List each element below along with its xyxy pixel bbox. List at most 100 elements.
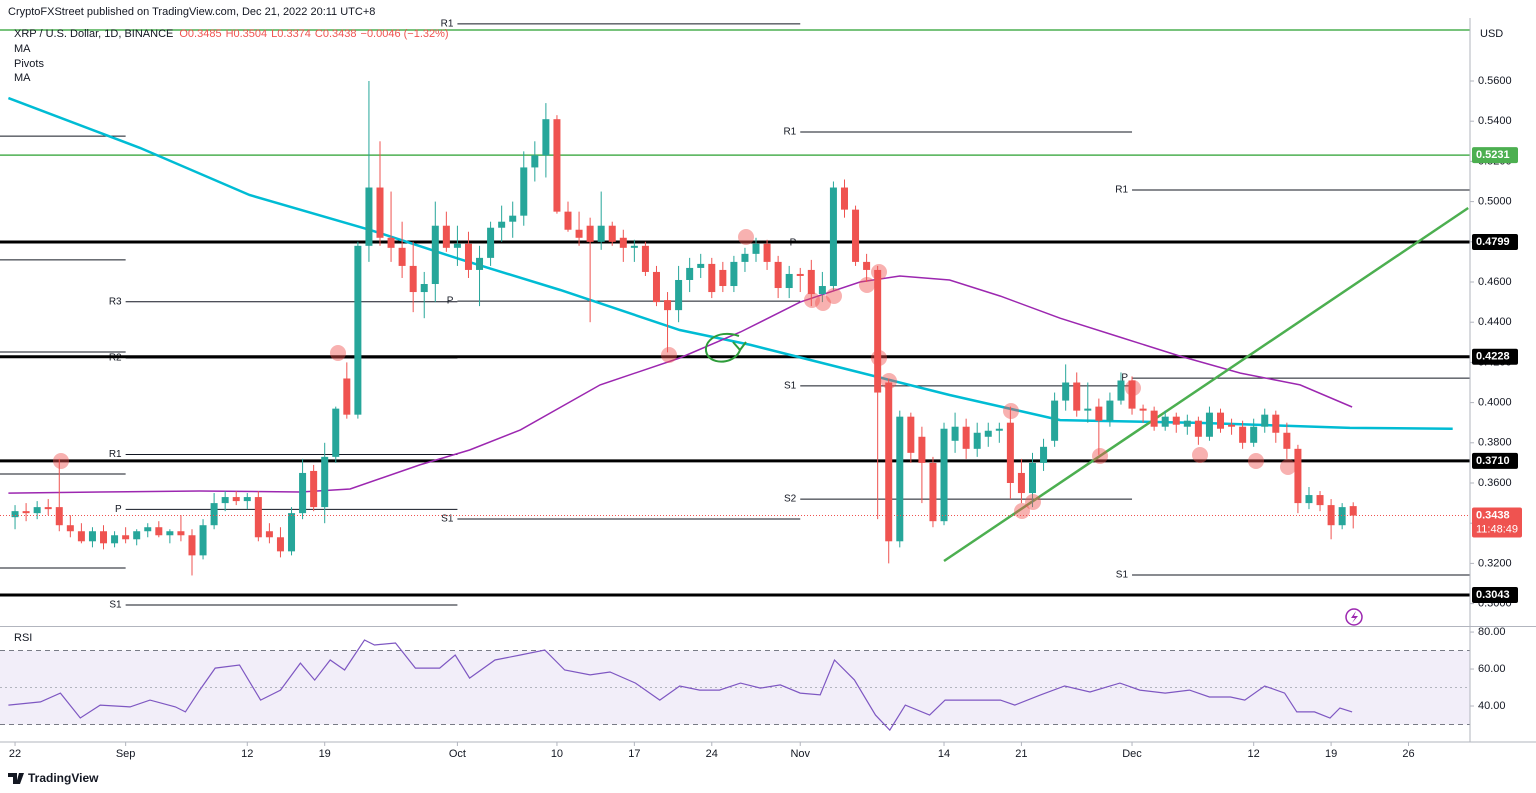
rsi-tick-label: 60.00 [1478, 663, 1506, 675]
candle-body [796, 273, 804, 276]
price-badge [1472, 234, 1518, 251]
marker [1014, 503, 1030, 519]
candle-body [807, 269, 815, 295]
symbol-title: XRP / U.S. Dollar, 1D, BINANCE [14, 28, 173, 40]
candle-body [1062, 382, 1070, 401]
candle-body [730, 261, 738, 287]
candle-body [918, 436, 926, 463]
y-tick-label: 0.3600 [1478, 477, 1512, 489]
x-tick-label: 19 [319, 748, 331, 760]
candle-body [852, 209, 860, 262]
x-tick-label: Sep [116, 748, 136, 760]
candle-body [520, 167, 528, 216]
pivot-label: P [447, 296, 454, 307]
candle-body [652, 271, 660, 303]
candle-body [774, 261, 782, 289]
candle-body [719, 269, 727, 287]
marker [804, 292, 820, 308]
y-tick-label: 0.5600 [1478, 75, 1512, 87]
x-tick-label: Oct [449, 748, 466, 760]
pivot-label: R1 [783, 127, 796, 138]
annotations [8, 229, 1363, 784]
candle-body [398, 247, 406, 266]
candle-body [675, 279, 683, 311]
candle-body [1139, 408, 1147, 411]
candle-body [243, 497, 251, 502]
candle-body [1272, 414, 1280, 433]
y-tick-label: 0.4400 [1478, 316, 1512, 328]
candle-body [1228, 424, 1236, 427]
last-price-label: 0.3438 [1476, 509, 1510, 521]
rsi-line [8, 639, 1353, 732]
pivot-label: S1 [441, 514, 454, 525]
candle-body [1028, 462, 1036, 494]
candle-body [785, 273, 793, 289]
indicator-legend[interactable]: Pivots [14, 58, 44, 70]
candle-body [431, 225, 439, 285]
currency: USD [1480, 28, 1503, 40]
price-pane: R3R2R1PS1R1PS1R1PS1S2R1PS1 [0, 19, 1470, 611]
candle-body [66, 525, 74, 532]
candle-body [166, 531, 174, 536]
marker [1248, 453, 1264, 469]
candle-body [133, 531, 141, 540]
candle-body [1316, 495, 1324, 506]
candle-body [984, 430, 992, 437]
candle-body [1150, 410, 1158, 427]
candle-body [896, 416, 904, 542]
candle-body [288, 513, 296, 552]
candle-body [265, 531, 273, 538]
marker-circles [53, 229, 1296, 519]
x-tick-label: 24 [706, 748, 718, 760]
candle-body [752, 243, 760, 254]
candle-body [509, 215, 517, 222]
price-badge [1472, 348, 1518, 365]
candle-body [354, 245, 362, 415]
candle-body [1106, 400, 1114, 421]
alert-icon[interactable] [1345, 608, 1363, 626]
candle-body [1161, 416, 1169, 427]
indicator-legend[interactable]: MA [14, 72, 31, 84]
candle-body [863, 261, 871, 270]
indicator-legend[interactable]: MA [14, 43, 31, 55]
candle-body [929, 462, 937, 522]
rsi-pane [0, 639, 1470, 732]
marker [1092, 448, 1108, 464]
candle-body [885, 382, 893, 542]
marker [1025, 494, 1041, 510]
x-tick-label: 14 [938, 748, 950, 760]
candle-body [1194, 420, 1202, 437]
candle-body [1183, 420, 1191, 427]
candle-body [1040, 446, 1048, 463]
y-tick-label: 0.5000 [1478, 196, 1512, 208]
candle-body [476, 257, 484, 270]
candle-body [708, 263, 716, 293]
candle-body [1327, 505, 1335, 526]
ohlc-value: C0.3438 [315, 28, 357, 40]
ohlc-change: −0.0046 (−1.32%) [361, 28, 449, 40]
hand-drawn-circle [705, 333, 747, 363]
x-tick-label: 17 [628, 748, 640, 760]
candle-body [44, 507, 52, 510]
candle-body [597, 225, 605, 242]
pivot-label: S2 [784, 494, 797, 505]
candle-body [874, 269, 882, 393]
candle-body [111, 535, 119, 544]
rsi-legend[interactable]: RSI [14, 632, 32, 644]
candle-body [1205, 412, 1213, 437]
candle-body [33, 507, 41, 514]
candle-body [564, 211, 572, 230]
candle-body [55, 507, 63, 526]
pivot-label: R1 [441, 19, 454, 30]
candle-body [630, 245, 638, 248]
pivot-label: S1 [784, 381, 797, 392]
candle-body [1338, 507, 1346, 526]
candle-body [907, 416, 915, 453]
marker [738, 229, 754, 245]
pivot-label: R3 [109, 296, 122, 307]
candle-body [232, 497, 240, 502]
x-tick-label: Dec [1122, 748, 1142, 760]
rsi-tick-label: 80.00 [1478, 626, 1506, 638]
